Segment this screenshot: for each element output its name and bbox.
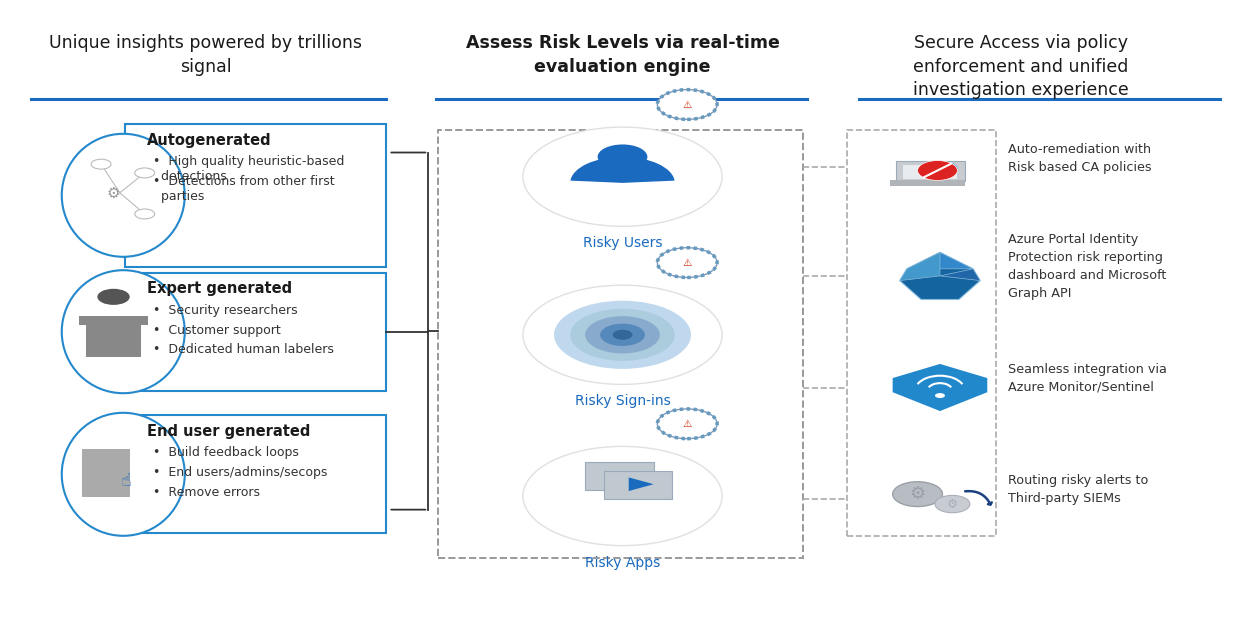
- FancyBboxPatch shape: [896, 161, 965, 181]
- FancyBboxPatch shape: [82, 450, 129, 497]
- Circle shape: [97, 289, 129, 305]
- Circle shape: [554, 301, 691, 369]
- Text: •  Detections from other first
  parties: • Detections from other first parties: [153, 175, 335, 203]
- Text: Risky Users: Risky Users: [583, 236, 662, 250]
- Text: Assess Risk Levels via real-time
evaluation engine: Assess Risk Levels via real-time evaluat…: [466, 34, 779, 76]
- Text: Autogenerated: Autogenerated: [147, 133, 271, 148]
- FancyBboxPatch shape: [86, 326, 141, 356]
- Text: •  Customer support: • Customer support: [153, 324, 281, 337]
- FancyBboxPatch shape: [903, 165, 957, 179]
- Text: ☁: ☁: [941, 154, 959, 173]
- Text: ☝: ☝: [121, 472, 132, 490]
- Text: ⚠: ⚠: [682, 99, 692, 110]
- Circle shape: [523, 127, 722, 226]
- FancyBboxPatch shape: [585, 462, 654, 490]
- Text: •  Remove errors: • Remove errors: [153, 486, 260, 499]
- FancyBboxPatch shape: [847, 130, 996, 536]
- Circle shape: [598, 144, 647, 169]
- Text: Risky Apps: Risky Apps: [585, 556, 660, 570]
- Circle shape: [657, 409, 717, 439]
- Circle shape: [657, 90, 717, 120]
- FancyBboxPatch shape: [124, 415, 386, 533]
- Text: ⚙: ⚙: [946, 498, 959, 510]
- Text: Secure Access via policy
enforcement and unified
investigation experience: Secure Access via policy enforcement and…: [913, 34, 1129, 99]
- Polygon shape: [629, 477, 654, 491]
- FancyBboxPatch shape: [438, 130, 803, 558]
- Polygon shape: [900, 252, 980, 299]
- Text: Routing risky alerts to
Third-party SIEMs: Routing risky alerts to Third-party SIEM…: [1008, 474, 1149, 505]
- FancyBboxPatch shape: [604, 471, 672, 499]
- Ellipse shape: [62, 413, 184, 536]
- Text: •  Build feedback loops: • Build feedback loops: [153, 446, 299, 459]
- FancyBboxPatch shape: [124, 273, 386, 391]
- Circle shape: [613, 330, 632, 340]
- Circle shape: [935, 393, 945, 398]
- Circle shape: [893, 482, 942, 507]
- Circle shape: [600, 324, 645, 346]
- Text: ⚙: ⚙: [107, 185, 121, 200]
- Ellipse shape: [62, 134, 184, 257]
- Text: •  High quality heuristic-based
  detections: • High quality heuristic-based detection…: [153, 155, 345, 183]
- Text: Unique insights powered by trillions
signal: Unique insights powered by trillions sig…: [49, 34, 362, 76]
- Text: ⚙: ⚙: [910, 485, 925, 503]
- Polygon shape: [893, 364, 987, 411]
- Text: Azure Portal Identity
Protection risk reporting
dashboard and Microsoft
Graph AP: Azure Portal Identity Protection risk re…: [1008, 233, 1167, 300]
- Wedge shape: [570, 157, 675, 183]
- Text: ⚠: ⚠: [682, 418, 692, 429]
- FancyBboxPatch shape: [124, 124, 386, 267]
- Circle shape: [91, 159, 111, 169]
- Text: Seamless integration via
Azure Monitor/Sentinel: Seamless integration via Azure Monitor/S…: [1008, 363, 1168, 394]
- Text: Risky Sign-ins: Risky Sign-ins: [575, 394, 670, 409]
- Circle shape: [570, 309, 675, 361]
- Polygon shape: [900, 252, 940, 281]
- Text: End user generated: End user generated: [147, 424, 310, 439]
- Circle shape: [523, 446, 722, 546]
- Text: •  End users/admins/secops: • End users/admins/secops: [153, 466, 327, 479]
- Text: •  Dedicated human labelers: • Dedicated human labelers: [153, 343, 334, 356]
- Text: ⚠: ⚠: [682, 257, 692, 268]
- Circle shape: [585, 316, 660, 353]
- Polygon shape: [940, 269, 980, 281]
- Text: Expert generated: Expert generated: [147, 281, 293, 296]
- Circle shape: [134, 209, 154, 219]
- FancyBboxPatch shape: [78, 316, 148, 326]
- FancyBboxPatch shape: [890, 180, 965, 186]
- Text: Auto-remediation with
Risk based CA policies: Auto-remediation with Risk based CA poli…: [1008, 143, 1152, 174]
- Circle shape: [134, 168, 154, 178]
- Circle shape: [935, 495, 970, 513]
- Circle shape: [918, 161, 957, 180]
- Circle shape: [523, 285, 722, 384]
- Ellipse shape: [62, 270, 184, 393]
- Text: •  Security researchers: • Security researchers: [153, 304, 298, 317]
- Circle shape: [657, 248, 717, 278]
- Polygon shape: [906, 252, 974, 269]
